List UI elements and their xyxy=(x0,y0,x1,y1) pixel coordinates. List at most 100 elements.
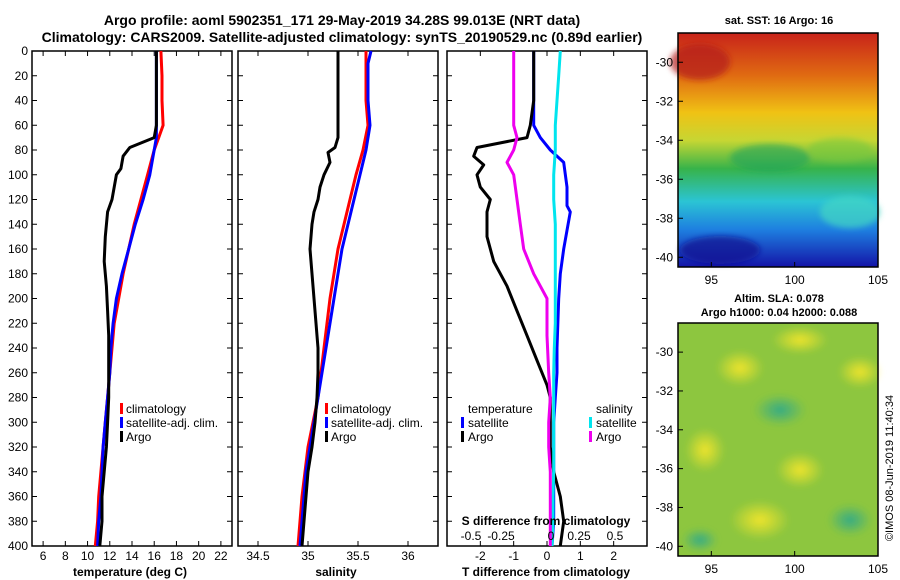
map-y-tick-label: -40 xyxy=(656,250,674,264)
series-line-argo xyxy=(300,51,340,547)
x-tick-label: -1 xyxy=(508,549,519,563)
difference-series xyxy=(472,50,572,547)
y-tick-label: 300 xyxy=(8,415,28,429)
legend-label-climatology: climatology xyxy=(331,402,391,416)
sst-map-ticks: 95 100 105 -30 -32 -34 -36 -38 -40 xyxy=(656,55,889,287)
y-tick-label: 140 xyxy=(8,217,28,231)
sla-map-title-line1: Altim. SLA: 0.078 xyxy=(734,293,824,305)
y-tick-label: 340 xyxy=(8,465,28,479)
map-y-tick-label: -34 xyxy=(656,423,674,437)
legend-label-t-argo: Argo xyxy=(468,430,494,444)
x-tick-label: 2 xyxy=(610,549,617,563)
difference-axis-ticks: -2 -1 0 1 2 xyxy=(447,50,647,563)
map-x-tick-label: 100 xyxy=(785,562,805,576)
legend-swatch-s-satellite xyxy=(589,417,592,428)
map-y-tick-label: -38 xyxy=(656,500,674,514)
y-tick-label: 380 xyxy=(8,514,28,528)
y-tick-label: 160 xyxy=(8,242,28,256)
sla-high-patch xyxy=(838,356,882,388)
map-y-tick-label: -36 xyxy=(656,172,674,186)
y-tick-label: 260 xyxy=(8,366,28,380)
map-y-tick-label: -40 xyxy=(656,539,674,553)
y-tick-label: 120 xyxy=(8,193,28,207)
map-y-tick-label: -30 xyxy=(656,55,674,69)
legend-swatch-t-argo xyxy=(461,431,464,442)
sla-high-patch xyxy=(776,452,824,488)
sst-cold-patch xyxy=(680,236,760,264)
x-tick-label: -2 xyxy=(475,549,486,563)
s-difference-axis-label: S difference from climatology xyxy=(462,514,631,528)
x-tick-label: 0 xyxy=(544,549,551,563)
y-tick-label: 240 xyxy=(8,341,28,355)
sla-texture xyxy=(682,326,882,552)
legend-swatch-satellite xyxy=(120,417,123,428)
y-tick-label: 320 xyxy=(8,440,28,454)
map-y-tick-label: -38 xyxy=(656,211,674,225)
legend-label-s-satellite: satellite xyxy=(596,416,637,430)
salinity-axis-label: salinity xyxy=(315,565,357,579)
depth-axis-ticks: 0 20 40 60 80 100 120 140 160 180 200 220 240 260 280 3… xyxy=(8,44,232,553)
figure-title-line2: Climatology: CARS2009. Satellite-adjuste… xyxy=(42,29,643,45)
y-tick-label: 40 xyxy=(15,94,29,108)
s-tick-label: -0.25 xyxy=(487,529,515,543)
figure-title-line1: Argo profile: aoml 5902351_171 29-May-20… xyxy=(104,12,580,28)
legend-swatch-t-satellite xyxy=(461,417,464,428)
temperature-legend: climatology satellite-adj. clim. Argo xyxy=(120,402,218,444)
x-tick-label: 36 xyxy=(401,549,415,563)
sst-green-patch xyxy=(808,138,872,162)
legend-label-satellite: satellite-adj. clim. xyxy=(126,416,218,430)
temperature-series xyxy=(93,50,165,547)
temperature-axis-ticks: 6 8 10 12 14 16 18 20 22 xyxy=(40,51,228,563)
map-y-tick-label: -30 xyxy=(656,345,674,359)
sst-map-panel: sat. SST: 16 Argo: 16 95 100 105 -30 -32 -34 -… xyxy=(656,15,889,287)
temperature-axis-label: temperature (deg C) xyxy=(73,565,187,579)
sla-map-title-line2: Argo h1000: 0.04 h2000: 0.088 xyxy=(701,307,858,319)
y-tick-label: 360 xyxy=(8,490,28,504)
sla-low-patch xyxy=(754,394,806,426)
y-tick-label: 0 xyxy=(21,44,28,58)
series-line-satellite-s- xyxy=(550,50,562,547)
map-y-tick-label: -32 xyxy=(656,94,674,108)
map-y-tick-label: -36 xyxy=(656,462,674,476)
sla-low-patch xyxy=(682,528,718,552)
map-x-tick-label: 105 xyxy=(868,273,888,287)
sst-map-frame xyxy=(677,32,879,268)
legend-label-satellite: satellite-adj. clim. xyxy=(331,416,423,430)
legend-label-argo: Argo xyxy=(126,430,152,444)
sla-map-panel: Altim. SLA: 0.078 Argo h1000: 0.04 h2000… xyxy=(656,293,889,576)
legend-label-climatology: climatology xyxy=(126,402,186,416)
map-x-tick-label: 100 xyxy=(785,273,805,287)
legend-swatch-satellite xyxy=(325,417,328,428)
sst-map-title: sat. SST: 16 Argo: 16 xyxy=(725,15,833,27)
x-tick-label: 10 xyxy=(81,549,95,563)
x-tick-label: 35.5 xyxy=(346,549,370,563)
series-line-satellite-adj-clim- xyxy=(298,50,373,547)
y-tick-label: 60 xyxy=(15,118,29,132)
imos-timestamp: ©IMOS 08-Jun-2019 11:40:34 xyxy=(884,395,896,541)
s-tick-label: 0 xyxy=(548,529,555,543)
x-tick-label: 18 xyxy=(170,549,184,563)
sst-green-patch xyxy=(730,144,810,172)
salinity-axis-ticks: 34.5 35 35.5 36 xyxy=(238,50,438,563)
legend-swatch-argo xyxy=(120,431,123,442)
sla-high-patch xyxy=(730,500,790,540)
y-tick-label: 20 xyxy=(15,69,29,83)
map-x-tick-label: 95 xyxy=(705,562,719,576)
y-tick-label: 200 xyxy=(8,292,28,306)
y-tick-label: 80 xyxy=(15,143,29,157)
map-x-tick-label: 105 xyxy=(868,562,888,576)
s-difference-ticks: -0.5 -0.25 0 0.25 0.5 xyxy=(461,529,624,543)
sst-texture xyxy=(670,44,880,264)
x-tick-label: 35 xyxy=(301,549,315,563)
sla-high-patch xyxy=(685,428,725,472)
x-tick-label: 22 xyxy=(214,549,228,563)
legend-heading-salinity: salinity xyxy=(596,402,633,416)
sla-high-patch xyxy=(772,326,828,354)
sla-map-frame xyxy=(677,322,879,557)
salinity-legend: climatology satellite-adj. clim. Argo xyxy=(325,402,423,444)
map-y-tick-label: -32 xyxy=(656,384,674,398)
sla-map-ticks: 95 100 105 -30 -32 -34 -36 -38 -40 xyxy=(656,345,889,576)
sla-high-patch xyxy=(716,350,764,386)
y-tick-label: 280 xyxy=(8,391,28,405)
